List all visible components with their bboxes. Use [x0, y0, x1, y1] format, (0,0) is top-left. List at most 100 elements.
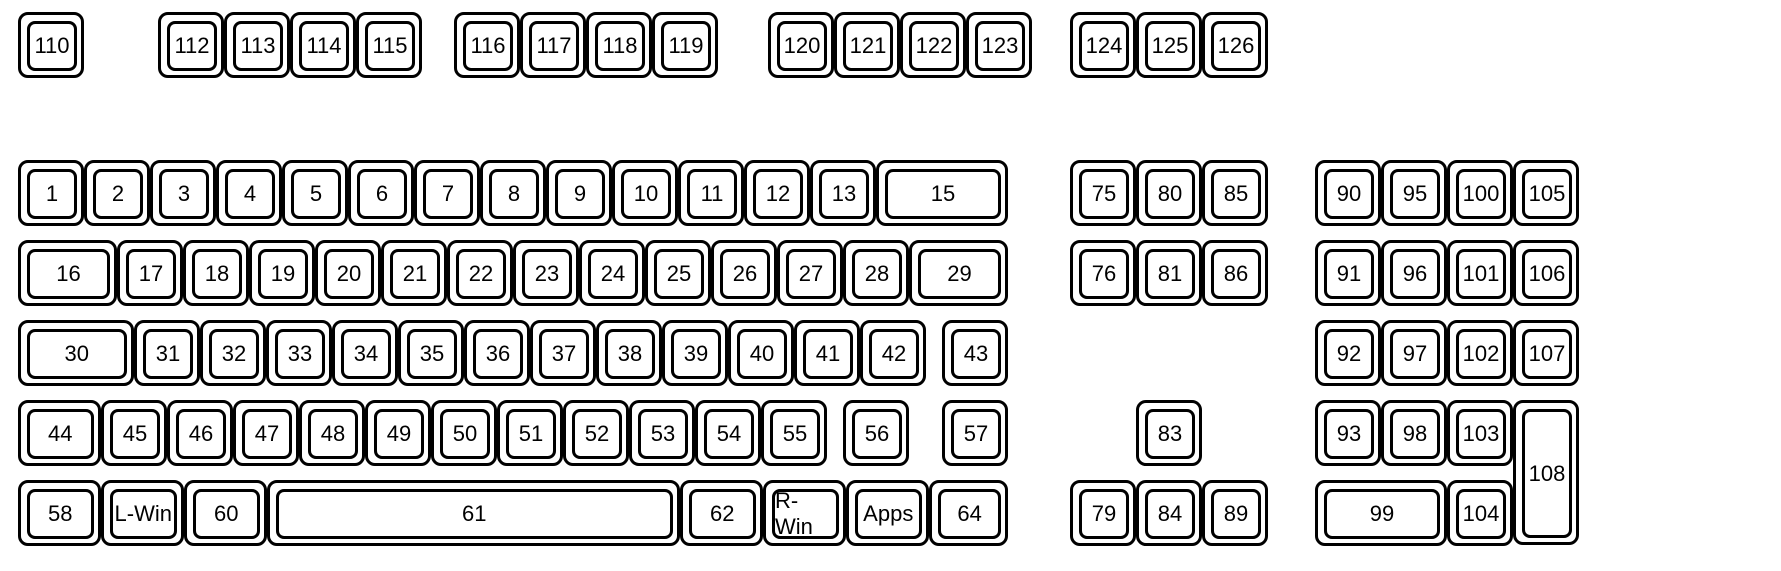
key-93[interactable]: 93 [1315, 400, 1381, 466]
key-10[interactable]: 10 [612, 160, 678, 226]
key-118[interactable]: 118 [586, 12, 652, 78]
key-23[interactable]: 23 [513, 240, 579, 306]
key-75[interactable]: 75 [1070, 160, 1136, 226]
key-64[interactable]: 64 [929, 480, 1008, 546]
key-96[interactable]: 96 [1381, 240, 1447, 306]
key-49[interactable]: 49 [365, 400, 431, 466]
key-l-win[interactable]: L-Win [101, 480, 184, 546]
key-32[interactable]: 32 [200, 320, 266, 386]
key-80[interactable]: 80 [1136, 160, 1202, 226]
key-122[interactable]: 122 [900, 12, 966, 78]
key-2[interactable]: 2 [84, 160, 150, 226]
key-52[interactable]: 52 [563, 400, 629, 466]
key-90[interactable]: 90 [1315, 160, 1381, 226]
key-102[interactable]: 102 [1447, 320, 1513, 386]
key-35[interactable]: 35 [398, 320, 464, 386]
key-apps[interactable]: Apps [846, 480, 929, 546]
key-38[interactable]: 38 [596, 320, 662, 386]
key-115[interactable]: 115 [356, 12, 422, 78]
key-47[interactable]: 47 [233, 400, 299, 466]
key-40[interactable]: 40 [728, 320, 794, 386]
key-43[interactable]: 43 [942, 320, 1008, 386]
key-1[interactable]: 1 [18, 160, 84, 226]
key-116[interactable]: 116 [454, 12, 520, 78]
key-55[interactable]: 55 [761, 400, 827, 466]
key-53[interactable]: 53 [629, 400, 695, 466]
key-7[interactable]: 7 [414, 160, 480, 226]
key-60[interactable]: 60 [184, 480, 267, 546]
key-9[interactable]: 9 [546, 160, 612, 226]
key-79[interactable]: 79 [1070, 480, 1136, 546]
key-27[interactable]: 27 [777, 240, 843, 306]
key-46[interactable]: 46 [167, 400, 233, 466]
key-24[interactable]: 24 [579, 240, 645, 306]
key-86[interactable]: 86 [1202, 240, 1268, 306]
key-16[interactable]: 16 [18, 240, 117, 306]
key-45[interactable]: 45 [101, 400, 167, 466]
key-37[interactable]: 37 [530, 320, 596, 386]
key-39[interactable]: 39 [662, 320, 728, 386]
key-99[interactable]: 99 [1315, 480, 1447, 546]
key-4[interactable]: 4 [216, 160, 282, 226]
key-22[interactable]: 22 [447, 240, 513, 306]
key-42[interactable]: 42 [860, 320, 926, 386]
key-89[interactable]: 89 [1202, 480, 1268, 546]
key-121[interactable]: 121 [834, 12, 900, 78]
key-117[interactable]: 117 [520, 12, 586, 78]
key-125[interactable]: 125 [1136, 12, 1202, 78]
key-105[interactable]: 105 [1513, 160, 1579, 226]
key-56[interactable]: 56 [843, 400, 909, 466]
key-15[interactable]: 15 [876, 160, 1008, 226]
key-48[interactable]: 48 [299, 400, 365, 466]
key-84[interactable]: 84 [1136, 480, 1202, 546]
key-6[interactable]: 6 [348, 160, 414, 226]
key-76[interactable]: 76 [1070, 240, 1136, 306]
key-44[interactable]: 44 [18, 400, 101, 466]
key-106[interactable]: 106 [1513, 240, 1579, 306]
key-19[interactable]: 19 [249, 240, 315, 306]
key-12[interactable]: 12 [744, 160, 810, 226]
key-126[interactable]: 126 [1202, 12, 1268, 78]
key-101[interactable]: 101 [1447, 240, 1513, 306]
key-29[interactable]: 29 [909, 240, 1008, 306]
key-8[interactable]: 8 [480, 160, 546, 226]
key-33[interactable]: 33 [266, 320, 332, 386]
key-20[interactable]: 20 [315, 240, 381, 306]
key-108[interactable]: 108 [1513, 400, 1579, 545]
key-92[interactable]: 92 [1315, 320, 1381, 386]
key-123[interactable]: 123 [966, 12, 1032, 78]
key-110[interactable]: 110 [18, 12, 84, 78]
key-17[interactable]: 17 [117, 240, 183, 306]
key-41[interactable]: 41 [794, 320, 860, 386]
key-83[interactable]: 83 [1136, 400, 1202, 466]
key-97[interactable]: 97 [1381, 320, 1447, 386]
key-119[interactable]: 119 [652, 12, 718, 78]
key-58[interactable]: 58 [18, 480, 101, 546]
key-124[interactable]: 124 [1070, 12, 1136, 78]
key-26[interactable]: 26 [711, 240, 777, 306]
key-31[interactable]: 31 [134, 320, 200, 386]
key-r-win[interactable]: R-Win [763, 480, 846, 546]
key-36[interactable]: 36 [464, 320, 530, 386]
key-61[interactable]: 61 [267, 480, 680, 546]
key-62[interactable]: 62 [680, 480, 763, 546]
key-91[interactable]: 91 [1315, 240, 1381, 306]
key-57[interactable]: 57 [942, 400, 1008, 466]
key-104[interactable]: 104 [1447, 480, 1513, 546]
key-120[interactable]: 120 [768, 12, 834, 78]
key-3[interactable]: 3 [150, 160, 216, 226]
key-5[interactable]: 5 [282, 160, 348, 226]
key-98[interactable]: 98 [1381, 400, 1447, 466]
key-114[interactable]: 114 [290, 12, 356, 78]
key-81[interactable]: 81 [1136, 240, 1202, 306]
key-50[interactable]: 50 [431, 400, 497, 466]
key-85[interactable]: 85 [1202, 160, 1268, 226]
key-95[interactable]: 95 [1381, 160, 1447, 226]
key-18[interactable]: 18 [183, 240, 249, 306]
key-34[interactable]: 34 [332, 320, 398, 386]
key-54[interactable]: 54 [695, 400, 761, 466]
key-28[interactable]: 28 [843, 240, 909, 306]
key-103[interactable]: 103 [1447, 400, 1513, 466]
key-11[interactable]: 11 [678, 160, 744, 226]
key-113[interactable]: 113 [224, 12, 290, 78]
